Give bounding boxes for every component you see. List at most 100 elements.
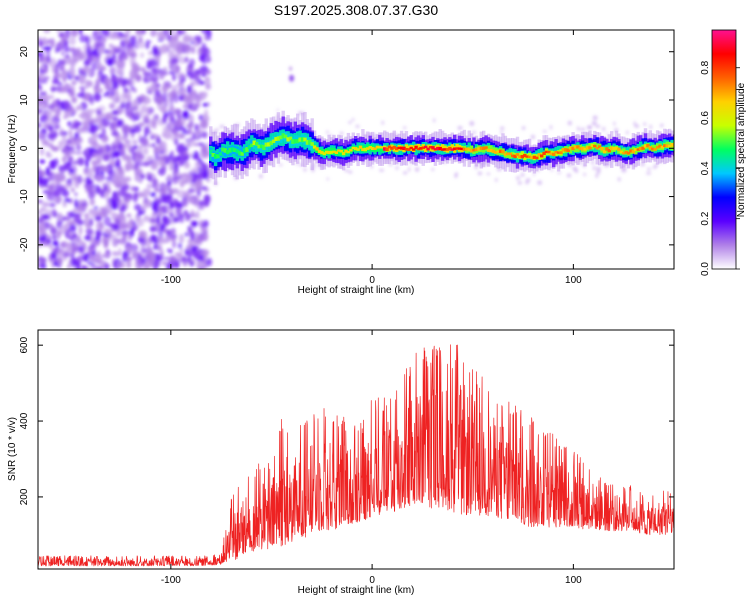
faint-speck [303, 168, 307, 172]
noise-speck [187, 103, 193, 110]
noise-speck [192, 142, 200, 147]
ridge-cell [636, 148, 640, 151]
ridge-cell [286, 137, 290, 142]
ridge-cell [317, 150, 322, 153]
ridge-cell [578, 144, 582, 150]
faint-speck [259, 174, 263, 179]
noise-speck [54, 173, 63, 182]
noise-speck [188, 152, 193, 158]
faint-speck [566, 173, 572, 178]
noise-speck [171, 155, 176, 164]
noise-speck [57, 212, 63, 221]
noise-speck [76, 262, 81, 269]
ridge-cell [264, 142, 268, 147]
noise-speck [56, 257, 63, 265]
faint-speck [652, 166, 657, 169]
noise-speck [64, 161, 71, 171]
ridge-cell [568, 146, 573, 150]
noise-speck [154, 152, 160, 158]
noise-speck [181, 127, 187, 131]
ridge-cell [269, 140, 273, 146]
noise-speck [126, 196, 130, 204]
ridge-cell [477, 147, 481, 151]
noise-speck [71, 258, 77, 267]
noise-speck [147, 144, 153, 148]
ridge-cell [322, 152, 326, 156]
noise-speck [145, 172, 153, 177]
ridge-cell [361, 148, 365, 151]
ridge-cell [653, 144, 657, 152]
noise-speck [41, 201, 51, 208]
noise-speck [115, 93, 120, 103]
spectrogram-ytick-label: -20 [19, 237, 30, 252]
noise-speck [182, 263, 187, 267]
noise-speck [131, 139, 139, 145]
noise-speck [56, 98, 61, 106]
noise-speck [62, 200, 67, 208]
noise-speck [84, 92, 91, 102]
ridge-cell [390, 146, 394, 150]
noise-speck [69, 150, 77, 155]
ridge-cell [537, 153, 541, 160]
noise-speck [56, 231, 61, 240]
ridge-cell [617, 147, 621, 151]
noise-speck [104, 228, 110, 236]
noise-speck [91, 143, 100, 149]
faint-speck [326, 177, 329, 181]
noise-speck [38, 82, 41, 89]
faint-speck [455, 172, 458, 177]
noise-speck [199, 186, 208, 191]
ridge-cell [238, 150, 242, 156]
noise-speck [78, 240, 84, 246]
snr-xtick-label: 0 [369, 575, 375, 586]
faint-speck [578, 128, 581, 131]
ridge-cell [663, 144, 667, 148]
ridge-cell [412, 148, 416, 151]
ridge-cell [450, 144, 454, 151]
ridge-cell [351, 146, 355, 150]
ridge-cell [491, 149, 496, 153]
noise-speck [48, 125, 54, 132]
ridge-cell [670, 143, 674, 147]
snr-line [38, 344, 674, 567]
noise-speck [58, 72, 65, 80]
noise-speck [67, 264, 71, 269]
noise-speck [150, 117, 157, 123]
noise-speck [201, 222, 205, 227]
faint-speck [496, 168, 501, 171]
noise-speck [150, 160, 159, 171]
noise-speck [184, 210, 189, 217]
faint-speck [339, 131, 344, 135]
ridge-cell [486, 148, 491, 152]
noise-speck [106, 53, 113, 58]
noise-speck [45, 142, 53, 148]
noise-speck [119, 211, 124, 220]
faint-speck [596, 166, 601, 171]
noise-speck [44, 117, 52, 128]
ridge-cell [255, 141, 259, 146]
spectrogram-marks [38, 30, 674, 269]
faint-speck [583, 173, 587, 176]
ridge-cell [634, 148, 638, 151]
noise-speck [151, 67, 160, 74]
noise-speck [115, 123, 122, 128]
faint-speck [626, 130, 629, 135]
noise-speck [95, 147, 105, 156]
noise-speck [150, 234, 158, 242]
noise-speck [192, 171, 198, 180]
noise-speck [109, 102, 116, 110]
noise-speck [127, 220, 133, 230]
noise-speck [164, 66, 168, 73]
noise-speck [41, 214, 50, 220]
noise-speck [141, 66, 146, 73]
noise-speck [140, 241, 144, 251]
noise-speck [45, 111, 52, 116]
ridge-cell [327, 150, 331, 155]
ridge-cell [462, 147, 467, 151]
noise-speck [112, 191, 118, 199]
noise-speck [149, 59, 158, 68]
noise-speck [120, 102, 125, 109]
noise-speck [91, 160, 100, 166]
noise-speck [123, 40, 132, 44]
snr-ytick-label: 600 [19, 336, 30, 353]
